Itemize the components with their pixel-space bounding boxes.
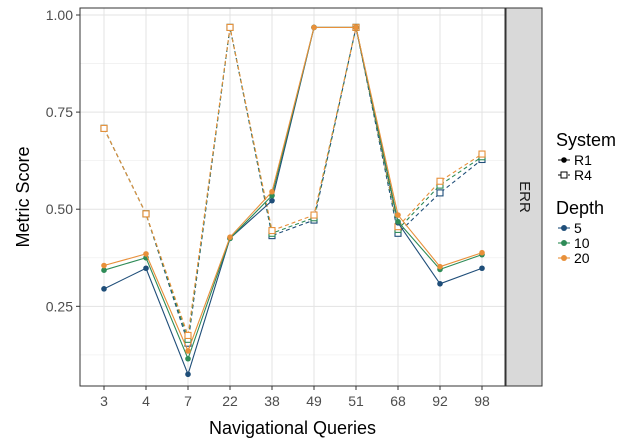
data-point	[479, 265, 485, 272]
legend-depth-label: 20	[574, 250, 590, 266]
series-line	[103, 27, 483, 344]
data-point	[268, 227, 276, 235]
series-layer	[100, 23, 486, 378]
data-point	[143, 251, 149, 257]
x-tick-label: 51	[348, 393, 364, 409]
y-tick-label: 0.50	[46, 201, 73, 217]
legend-system-label: R1	[574, 152, 592, 168]
series-R1-depth-20	[101, 24, 485, 354]
data-point	[185, 348, 191, 354]
data-point	[100, 124, 108, 132]
data-point	[142, 210, 150, 218]
legend-key-marker	[561, 225, 567, 231]
data-point	[101, 267, 107, 273]
data-point	[437, 280, 443, 287]
y-tick-label: 0.75	[46, 104, 73, 120]
grid-layer	[80, 8, 505, 386]
facet-strip-label: ERR	[516, 181, 533, 213]
series-line	[103, 27, 483, 340]
data-point	[143, 265, 149, 272]
y-tick-label: 0.25	[46, 298, 73, 314]
y-axis-title: Metric Score	[13, 146, 33, 247]
axis-layer: 0.25 0.50 0.75 1.00 3 4 7 22 38 49 51 68 92 98	[46, 7, 490, 409]
x-tick-label: 22	[222, 393, 238, 409]
data-point	[101, 262, 107, 269]
legend-key-marker	[561, 255, 567, 261]
x-tick-label: 68	[390, 393, 406, 409]
x-tick-label: 98	[474, 393, 490, 409]
data-point	[478, 150, 486, 158]
legend-key-marker	[560, 171, 568, 179]
series-line	[103, 26, 483, 353]
x-tick-label: 3	[100, 393, 108, 409]
data-point	[184, 331, 192, 339]
data-point	[226, 23, 234, 31]
legend-depth-title: Depth	[556, 198, 604, 218]
legend-depth-label: 10	[574, 235, 590, 251]
panel-border	[79, 7, 506, 387]
data-point	[311, 24, 317, 31]
data-point	[436, 189, 444, 197]
x-axis-title: Navigational Queries	[209, 418, 376, 438]
data-point	[437, 263, 443, 270]
legend-depth-label: 5	[574, 220, 582, 236]
x-tick-label: 49	[306, 393, 322, 409]
data-point	[101, 286, 107, 292]
data-point	[395, 218, 401, 225]
data-point	[269, 188, 275, 195]
series-R4-depth-20	[100, 23, 486, 339]
x-tick-label: 4	[142, 393, 150, 409]
facet-strip: ERR	[505, 7, 543, 387]
data-point	[479, 249, 485, 256]
x-tick-label: 7	[184, 393, 192, 409]
data-point	[227, 234, 233, 240]
facet-strip-background	[505, 7, 543, 387]
legend-system-title: System	[556, 130, 616, 150]
legend-key-marker	[561, 240, 567, 246]
series-line	[103, 27, 483, 336]
data-point	[269, 192, 275, 199]
data-point	[353, 24, 359, 31]
legend-system-label: R4	[574, 167, 592, 183]
x-tick-label: 38	[264, 393, 280, 409]
data-point	[185, 371, 191, 378]
data-point	[269, 197, 275, 204]
series-line	[103, 26, 483, 376]
data-point	[395, 212, 401, 218]
data-point	[310, 211, 318, 219]
data-point	[185, 355, 191, 362]
y-tick-label: 1.00	[46, 7, 73, 23]
data-point	[436, 177, 444, 185]
x-tick-label: 92	[432, 393, 448, 409]
legend-key-marker	[561, 157, 567, 163]
